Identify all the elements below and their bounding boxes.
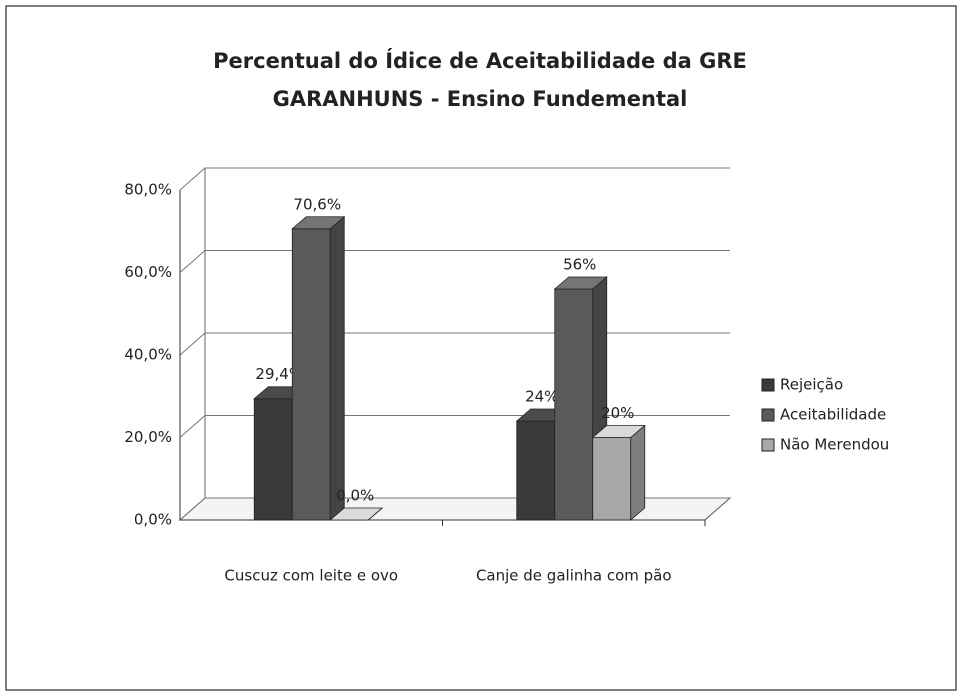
- legend-swatch: [761, 438, 775, 452]
- legend-label: Aceitabilidade: [780, 406, 886, 424]
- y-tick-label: 60,0%: [124, 263, 172, 281]
- y-tick-label: 0,0%: [134, 511, 172, 529]
- x-tick-label: Canje de galinha com pão: [476, 567, 672, 585]
- data-label: 56%: [563, 256, 596, 274]
- legend-swatch: [761, 408, 775, 422]
- x-tick-label: Cuscuz com leite e ovo: [224, 567, 398, 585]
- legend-label: Rejeição: [780, 376, 843, 394]
- bar: [554, 288, 594, 521]
- data-label: 24%: [525, 388, 558, 406]
- grid-line: [179, 167, 730, 191]
- bar: [291, 228, 331, 521]
- grid-line: [179, 332, 730, 356]
- bar: [516, 420, 556, 521]
- legend-label: Não Merendou: [780, 436, 889, 454]
- bar: [592, 437, 632, 521]
- frame: [5, 5, 957, 691]
- y-tick-label: 20,0%: [124, 428, 172, 446]
- grid-line: [179, 250, 730, 273]
- y-tick-label: 40,0%: [124, 346, 172, 364]
- data-label: 20%: [601, 404, 634, 422]
- bar: [253, 398, 293, 521]
- chart-title: Percentual do Ídice de Aceitabilidade da…: [213, 49, 747, 111]
- data-label: 29,4%: [255, 365, 303, 383]
- data-label: 0,0%: [336, 487, 374, 505]
- data-label: 70,6%: [293, 195, 341, 213]
- legend-swatch: [761, 378, 775, 392]
- bar-side: [367, 507, 383, 521]
- bar-side: [630, 424, 646, 521]
- bar-side: [329, 215, 345, 521]
- y-tick-label: 80,0%: [124, 181, 172, 199]
